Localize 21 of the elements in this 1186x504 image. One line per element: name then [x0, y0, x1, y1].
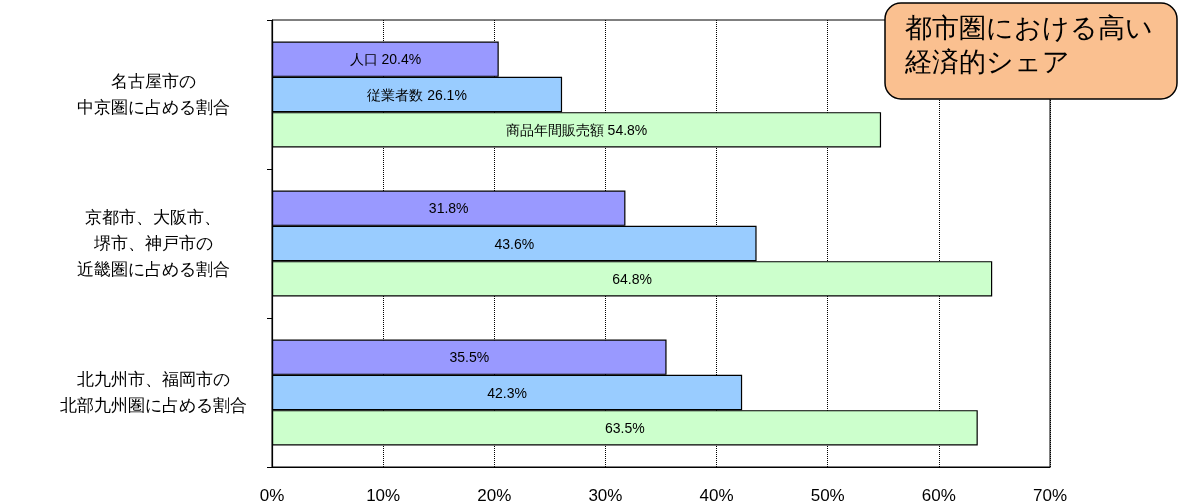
x-tick-label: 0%	[259, 486, 285, 504]
y-tick-label: 京都市、大阪市、堺市、神戸市の近畿圏に占める割合	[76, 208, 230, 279]
data-label: 35.5%	[449, 349, 490, 366]
x-tick-label: 20%	[477, 486, 512, 504]
x-tick-label: 70%	[1032, 486, 1068, 504]
y-tick-label: 北九州市、福岡市の北部九州圏に占める割合	[59, 370, 247, 415]
data-label: 43.6%	[494, 235, 535, 252]
data-label: 31.8%	[428, 200, 469, 217]
x-tick-label: 40%	[699, 486, 734, 504]
data-label: 42.3%	[487, 384, 527, 401]
data-label: 64.8%	[612, 270, 652, 287]
x-tick-label: 50%	[810, 486, 845, 504]
y-tick-label: 名古屋市の中京圏に占める割合	[76, 72, 230, 117]
x-tick-label: 30%	[588, 486, 623, 504]
data-label: 従業者数 26.1%	[367, 86, 467, 103]
chart-title: 都市圏における高い経済的シェア	[904, 13, 1153, 77]
x-tick-label: 60%	[921, 486, 956, 504]
data-label: 人口 20.4%	[349, 51, 422, 68]
data-label: 63.5%	[605, 419, 645, 436]
x-tick-label: 10%	[366, 486, 401, 504]
data-label: 商品年間販売額 54.8%	[505, 121, 648, 138]
